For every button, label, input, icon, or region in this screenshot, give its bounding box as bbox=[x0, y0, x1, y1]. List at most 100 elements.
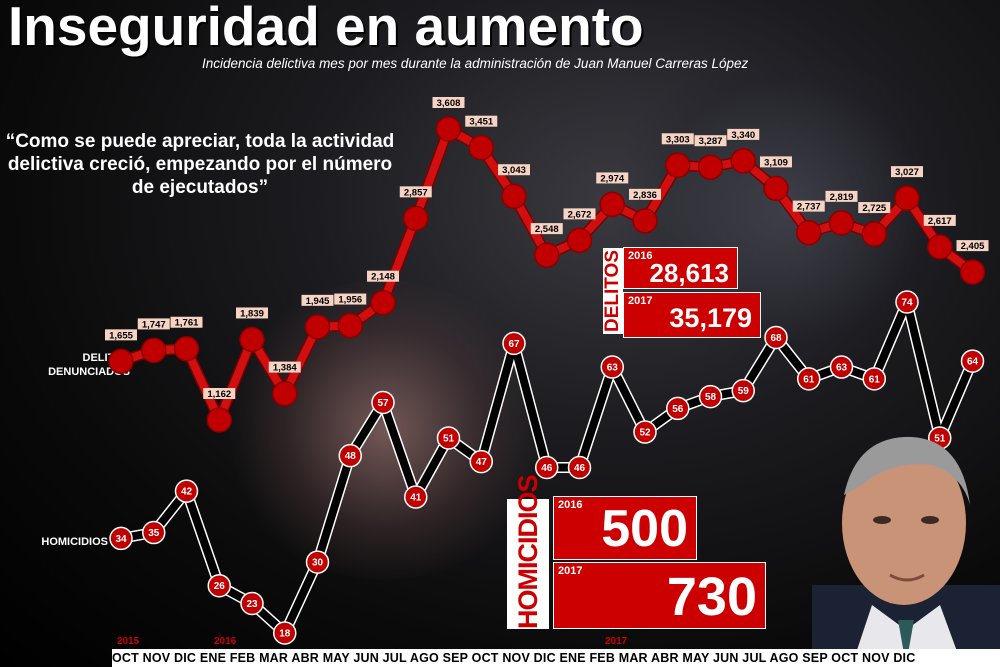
delitos-label-bg bbox=[367, 270, 399, 282]
homicidios-point bbox=[960, 349, 985, 373]
homicidios-point bbox=[305, 550, 330, 574]
delitos-data-label: 3,340 bbox=[731, 130, 755, 141]
homicidios-2016-year: 2016 bbox=[558, 499, 583, 511]
homicidios-2017-year: 2017 bbox=[558, 565, 583, 577]
homicidios-point bbox=[731, 378, 755, 403]
delitos-label-bg bbox=[825, 190, 858, 202]
delitos-data-label: 3,109 bbox=[764, 157, 788, 168]
homicidios-vertical-label: HOMICIDIOS bbox=[507, 475, 549, 629]
homicidios-point bbox=[567, 455, 592, 480]
delitos-data-label: 2,857 bbox=[404, 187, 428, 198]
delitos-point bbox=[632, 208, 658, 234]
homicidios-data-label: 35 bbox=[148, 528, 160, 539]
homicidios-point bbox=[797, 367, 821, 391]
homicidios-data-label: 63 bbox=[607, 363, 619, 374]
delitos-label-bg bbox=[432, 97, 465, 108]
delitos-2017-year: 2017 bbox=[628, 295, 653, 307]
homicidios-point bbox=[829, 355, 854, 379]
delitos-point bbox=[108, 348, 134, 375]
delitos-label-bg bbox=[301, 294, 334, 306]
delitos-point bbox=[861, 221, 887, 247]
delitos-label-bg bbox=[727, 128, 760, 140]
homicidios-data-label: 46 bbox=[574, 463, 586, 474]
homicidios-data-label: 46 bbox=[541, 463, 553, 474]
delitos-data-label: 2,737 bbox=[797, 202, 821, 213]
delitos-label-bg bbox=[923, 214, 956, 226]
delitos-data-label: 1,839 bbox=[240, 308, 264, 319]
delitos-point bbox=[501, 183, 527, 209]
delitos-data-label: 1,761 bbox=[175, 318, 199, 329]
delitos-data-label: 3,027 bbox=[895, 167, 919, 178]
delitos-2017-box: 2017 35,179 bbox=[623, 292, 761, 338]
delitos-label-bg bbox=[760, 156, 792, 168]
delitos-data-label: 1,655 bbox=[109, 330, 133, 341]
year-marker-2017: 2017 bbox=[605, 636, 628, 647]
homicidios-point bbox=[174, 479, 199, 503]
delitos-point bbox=[206, 407, 232, 433]
delitos-label-bg bbox=[268, 361, 301, 373]
homicidios-point bbox=[404, 485, 428, 509]
delitos-data-label: 3,287 bbox=[699, 136, 723, 147]
homicidios-point bbox=[764, 325, 788, 350]
delitos-point bbox=[435, 116, 462, 142]
delitos-point bbox=[730, 148, 756, 174]
homicidios-point bbox=[338, 443, 362, 468]
delitos-label-bg bbox=[563, 208, 596, 220]
delitos-point bbox=[566, 227, 593, 254]
delitos-label-bg bbox=[530, 223, 563, 235]
portrait-image bbox=[812, 436, 1000, 665]
delitos-label-bg bbox=[498, 164, 530, 176]
delitos-point bbox=[828, 210, 855, 236]
chart-subtitle: Incidencia delictiva mes por mes durante… bbox=[202, 56, 749, 71]
homicidios-data-label: 64 bbox=[967, 357, 979, 368]
delitos-data-label: 3,043 bbox=[502, 165, 526, 176]
delitos-2017-value: 35,179 bbox=[669, 303, 752, 333]
homicidios-data-label: 56 bbox=[672, 404, 684, 415]
delitos-data-label: 3,608 bbox=[437, 98, 461, 109]
homicidios-data-label: 41 bbox=[410, 493, 422, 504]
homicidios-point bbox=[436, 426, 461, 450]
delitos-point bbox=[894, 185, 920, 211]
year-marker-2015: 2015 bbox=[117, 636, 140, 647]
delitos-label-bg bbox=[694, 135, 727, 147]
delitos-data-label: 2,819 bbox=[830, 192, 854, 203]
delitos-label-bg bbox=[105, 329, 137, 341]
homicidios-data-label: 68 bbox=[770, 333, 782, 344]
homicidios-data-label: 58 bbox=[705, 392, 717, 403]
delitos-vertical-label: DELITOS bbox=[602, 248, 623, 334]
chart-title: Inseguridad en aumento bbox=[8, 0, 644, 57]
delitos-point bbox=[534, 242, 560, 268]
homicidios-data-label: 18 bbox=[279, 629, 291, 640]
delitos-label-bg bbox=[203, 388, 236, 399]
homicidios-data-label: 51 bbox=[443, 433, 455, 444]
homicidios-2017-value: 730 bbox=[666, 567, 757, 627]
delitos-data-label: 2,548 bbox=[535, 224, 559, 235]
delitos-2016-year: 2016 bbox=[628, 250, 653, 262]
delitos-label-bg bbox=[170, 316, 203, 328]
homicidios-point bbox=[600, 355, 624, 379]
delitos-label-bg bbox=[792, 200, 825, 212]
homicidios-2016-value: 500 bbox=[601, 500, 688, 558]
delitos-point bbox=[403, 205, 429, 232]
homicidios-point bbox=[698, 384, 723, 409]
delitos-label-bg bbox=[858, 202, 891, 214]
row-label-homicidios: HOMICIDIOS bbox=[41, 536, 108, 548]
homicidios-2017-box: 2017 730 bbox=[553, 562, 766, 629]
delitos-point bbox=[468, 134, 494, 161]
homicidios-2016-box: 2016 500 bbox=[553, 496, 697, 560]
delitos-point bbox=[959, 259, 986, 285]
delitos-label-bg bbox=[596, 172, 629, 184]
delitos-data-label: 3,451 bbox=[469, 117, 493, 128]
delitos-data-label: 2,725 bbox=[862, 203, 886, 214]
homicidios-point bbox=[273, 621, 297, 645]
delitos-data-label: 1,162 bbox=[207, 389, 231, 400]
homicidios-point bbox=[895, 290, 919, 314]
delitos-point bbox=[272, 380, 298, 407]
homicidios-data-label: 30 bbox=[312, 558, 324, 569]
delitos-data-label: 2,974 bbox=[600, 173, 624, 184]
homicidios-point bbox=[502, 331, 526, 356]
homicidios-point bbox=[142, 520, 166, 545]
delitos-2016-box: 2016 28,613 bbox=[623, 247, 738, 289]
delitos-point bbox=[304, 314, 331, 340]
delitos-point bbox=[796, 219, 822, 246]
